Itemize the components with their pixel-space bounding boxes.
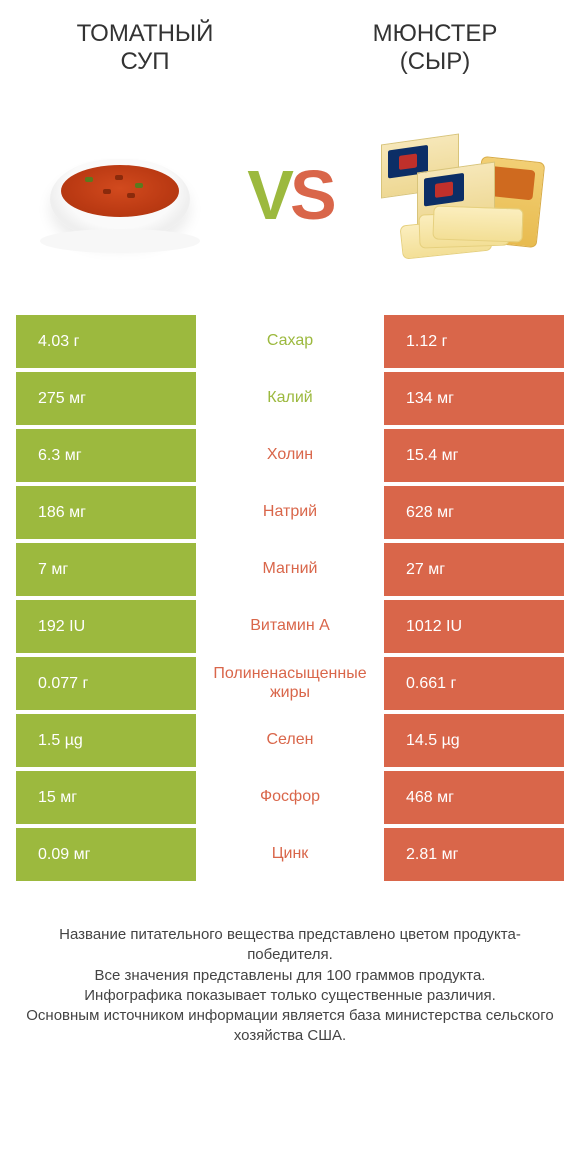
nutrient-label: Натрий [196,486,384,539]
footer-line: Название питательного вещества представл… [24,925,556,966]
vs-label: VS [247,155,332,235]
left-value: 186 мг [16,486,196,539]
nutrient-row: 4.03 гСахар1.12 г [16,315,564,368]
nutrient-label: Полиненасыщенные жиры [196,657,384,710]
nutrient-row: 0.077 гПолиненасыщенные жиры0.661 г [16,657,564,710]
right-value: 628 мг [384,486,564,539]
nutrient-label: Фосфор [196,771,384,824]
vs-v: V [247,156,290,234]
left-value: 275 мг [16,372,196,425]
muenster-cheese-image [370,110,550,280]
nutrient-row: 15 мгФосфор468 мг [16,771,564,824]
right-value: 468 мг [384,771,564,824]
nutrient-label: Витамин A [196,600,384,653]
nutrient-row: 6.3 мгХолин15.4 мг [16,429,564,482]
nutrient-row: 192 IUВитамин A1012 IU [16,600,564,653]
right-value: 0.661 г [384,657,564,710]
right-value: 2.81 мг [384,828,564,881]
right-value: 27 мг [384,543,564,596]
vs-s: S [290,156,333,234]
header: ТОМАТНЫЙ СУП МЮНСТЕР (СЫР) [0,0,580,85]
nutrient-row: 0.09 мгЦинк2.81 мг [16,828,564,881]
left-value: 15 мг [16,771,196,824]
nutrient-table: 4.03 гСахар1.12 г275 мгКалий134 мг6.3 мг… [0,315,580,881]
left-value: 1.5 µg [16,714,196,767]
nutrient-label: Магний [196,543,384,596]
left-value: 4.03 г [16,315,196,368]
footer-line: Все значения представлены для 100 граммо… [24,966,556,986]
nutrient-row: 186 мгНатрий628 мг [16,486,564,539]
left-value: 7 мг [16,543,196,596]
right-value: 134 мг [384,372,564,425]
nutrient-row: 275 мгКалий134 мг [16,372,564,425]
nutrient-label: Сахар [196,315,384,368]
nutrient-label: Цинк [196,828,384,881]
left-value: 0.09 мг [16,828,196,881]
right-value: 1012 IU [384,600,564,653]
nutrient-label: Селен [196,714,384,767]
left-value: 192 IU [16,600,196,653]
right-value: 1.12 г [384,315,564,368]
tomato-soup-image [30,110,210,280]
nutrient-label: Холин [196,429,384,482]
nutrient-label: Калий [196,372,384,425]
left-product-title: ТОМАТНЫЙ СУП [0,20,290,75]
product-images-row: VS [0,85,580,315]
right-value: 15.4 мг [384,429,564,482]
right-value: 14.5 µg [384,714,564,767]
nutrient-row: 1.5 µgСелен14.5 µg [16,714,564,767]
footer-notes: Название питательного вещества представл… [0,885,580,1047]
footer-line: Основным источником информации является … [24,1006,556,1047]
right-product-title: МЮНСТЕР (СЫР) [290,20,580,75]
left-value: 6.3 мг [16,429,196,482]
nutrient-row: 7 мгМагний27 мг [16,543,564,596]
footer-line: Инфографика показывает только существенн… [24,986,556,1006]
left-value: 0.077 г [16,657,196,710]
